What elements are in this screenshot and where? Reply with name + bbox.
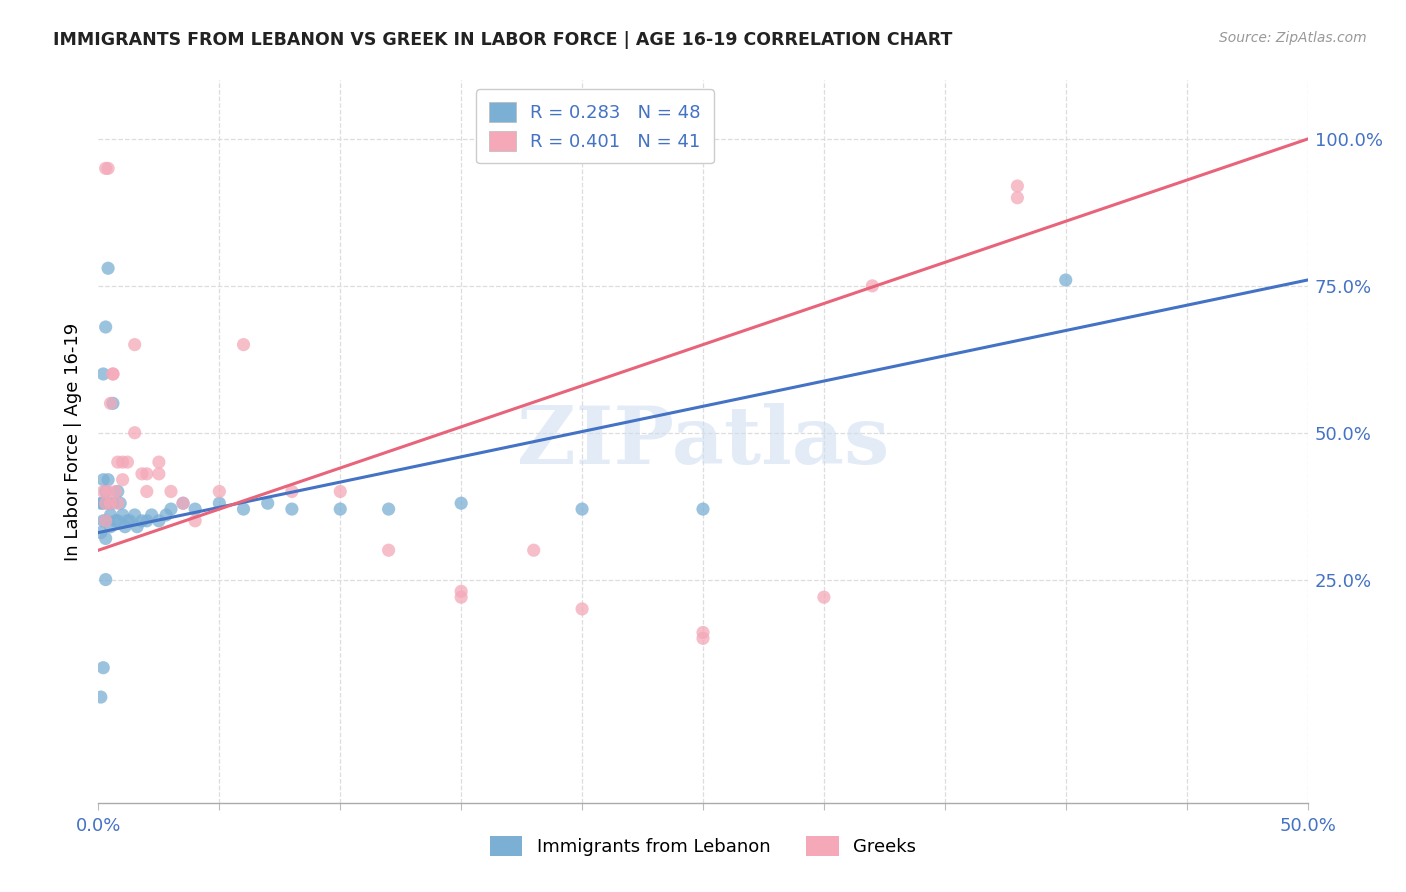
Point (172, 496, 194, 510)
Point (450, 584, 472, 599)
Point (131, 514, 153, 528)
Text: ZIPatlas: ZIPatlas (517, 402, 889, 481)
Point (124, 425, 146, 440)
Point (813, 591, 835, 605)
Point (101, 367, 124, 381)
Point (91, 367, 114, 381)
Point (184, 514, 207, 528)
Point (172, 496, 194, 510)
Point (450, 496, 472, 510)
Point (1007, 179, 1029, 194)
Point (117, 455, 139, 469)
Point (91, 496, 114, 510)
Point (90, 525, 112, 540)
Point (124, 337, 146, 351)
Point (117, 514, 139, 528)
Point (91, 484, 114, 499)
Point (107, 496, 129, 510)
Point (141, 508, 163, 522)
Point (148, 514, 170, 528)
Point (1054, 273, 1077, 287)
Point (94, 484, 117, 499)
Point (94, 161, 117, 176)
Point (329, 484, 352, 499)
Point (97, 161, 120, 176)
Point (232, 502, 254, 516)
Point (101, 367, 124, 381)
Point (256, 496, 278, 510)
Legend: Immigrants from Lebanon, Greeks: Immigrants from Lebanon, Greeks (482, 829, 924, 863)
Point (131, 467, 153, 481)
Point (91, 473, 114, 487)
Point (208, 484, 231, 499)
Point (148, 455, 170, 469)
Point (100, 508, 122, 522)
Point (111, 508, 134, 522)
Point (100, 519, 122, 533)
Point (101, 396, 124, 410)
Point (232, 337, 254, 351)
Point (94, 496, 117, 510)
Point (571, 502, 593, 516)
Point (155, 508, 177, 522)
Point (135, 467, 157, 481)
Point (97, 473, 120, 487)
Point (111, 455, 134, 469)
Point (1007, 191, 1029, 205)
Legend: R = 0.283   N = 48, R = 0.401   N = 41: R = 0.283 N = 48, R = 0.401 N = 41 (477, 89, 714, 163)
Point (692, 632, 714, 646)
Point (107, 455, 129, 469)
Point (97, 261, 120, 276)
Point (94, 514, 117, 528)
Text: IMMIGRANTS FROM LEBANON VS GREEK IN LABOR FORCE | AGE 16-19 CORRELATION CHART: IMMIGRANTS FROM LEBANON VS GREEK IN LABO… (53, 31, 953, 49)
Point (281, 484, 304, 499)
Point (860, 278, 883, 293)
Point (377, 502, 399, 516)
Y-axis label: In Labor Force | Age 16-19: In Labor Force | Age 16-19 (63, 322, 82, 561)
Point (111, 473, 134, 487)
Point (94, 514, 117, 528)
Point (100, 396, 122, 410)
Point (101, 496, 124, 510)
Point (281, 502, 304, 516)
Point (523, 543, 546, 558)
Point (208, 496, 231, 510)
Point (160, 484, 183, 499)
Point (97, 484, 120, 499)
Point (114, 519, 136, 533)
Point (94, 573, 117, 587)
Point (108, 496, 131, 510)
Point (90, 690, 112, 704)
Point (127, 519, 149, 533)
Point (107, 514, 129, 528)
Point (692, 502, 714, 516)
Point (148, 467, 170, 481)
Point (160, 502, 183, 516)
Text: Source: ZipAtlas.com: Source: ZipAtlas.com (1219, 31, 1367, 45)
Point (184, 502, 207, 516)
Point (97, 496, 120, 510)
Point (329, 502, 352, 516)
Point (377, 543, 399, 558)
Point (90, 496, 112, 510)
Point (91, 514, 114, 528)
Point (107, 484, 129, 499)
Point (94, 320, 117, 334)
Point (118, 514, 141, 528)
Point (91, 661, 114, 675)
Point (124, 508, 146, 522)
Point (450, 591, 472, 605)
Point (692, 625, 714, 640)
Point (135, 514, 157, 528)
Point (94, 532, 117, 546)
Point (571, 602, 593, 616)
Point (104, 514, 127, 528)
Point (135, 484, 157, 499)
Point (100, 496, 122, 510)
Point (104, 484, 127, 499)
